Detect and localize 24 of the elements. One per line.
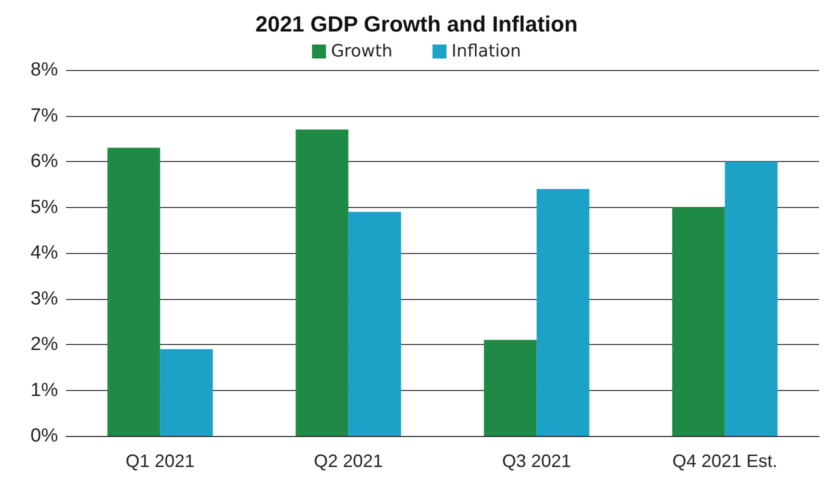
x-tick-label: Q4 2021 Est.	[672, 451, 778, 471]
x-tick-label: Q1 2021	[126, 451, 195, 471]
bar	[296, 129, 348, 436]
y-tick-label: 2%	[30, 334, 58, 355]
legend-label: Growth	[330, 42, 393, 62]
bar	[107, 148, 160, 436]
y-tick-label: 3%	[30, 288, 58, 310]
y-tick-label: 5%	[30, 196, 58, 218]
bar	[672, 207, 725, 436]
bar	[348, 212, 402, 436]
legend-label: Inflation	[452, 42, 522, 62]
bar	[484, 340, 537, 436]
x-tick-label: Q3 2021	[502, 451, 572, 471]
x-tick-label: Q2 2021	[314, 451, 383, 471]
chart-title: 2021 GDP Growth and Inflation	[255, 12, 578, 36]
y-tick-label: 0%	[30, 426, 58, 446]
y-tick-label: 6%	[30, 151, 58, 172]
y-tick-label: 1%	[30, 380, 58, 401]
bar	[724, 162, 778, 436]
bar	[160, 349, 213, 436]
bar	[536, 188, 590, 436]
y-tick-label: 4%	[30, 242, 58, 264]
y-tick-label: 7%	[30, 105, 58, 126]
y-tick-label: 8%	[30, 60, 58, 80]
